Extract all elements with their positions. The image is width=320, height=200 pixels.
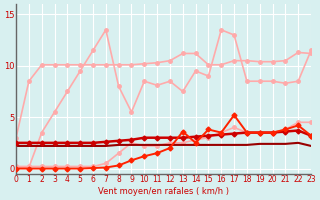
X-axis label: Vent moyen/en rafales ( km/h ): Vent moyen/en rafales ( km/h ) [98,187,229,196]
